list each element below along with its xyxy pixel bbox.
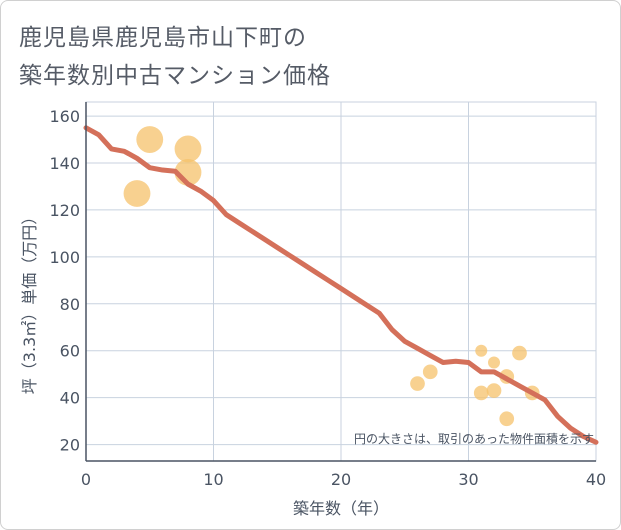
bubble-series — [123, 126, 540, 427]
x-tick-label: 20 — [331, 470, 351, 489]
y-tick-label: 140 — [49, 154, 80, 173]
grid — [85, 101, 597, 462]
data-bubble — [475, 344, 488, 357]
x-tick-label: 0 — [81, 470, 91, 489]
y-tick-label: 60 — [60, 342, 80, 361]
y-tick-label: 40 — [60, 389, 80, 408]
x-tick-label: 40 — [586, 470, 606, 489]
data-bubble — [488, 356, 500, 369]
y-axis-title: 坪（3.3㎡）単価（万円） — [20, 209, 39, 394]
data-bubble — [499, 411, 515, 427]
axis-labels: 20 40 60 80 100 120 140 160 0 10 20 30 40 築年数（年） 坪（3.3… — [20, 107, 606, 518]
data-bubble — [422, 364, 438, 380]
y-tick-label: 160 — [49, 107, 80, 126]
x-tick-label: 10 — [203, 470, 223, 489]
x-axis-title: 築年数（年） — [293, 499, 389, 518]
size-note: 円の大きさは、取引のあった物件面積を示す — [354, 431, 594, 446]
chart-title-line1: 鹿児島県鹿児島市山下町の — [19, 25, 307, 51]
data-bubble — [174, 135, 202, 163]
trend-line — [83, 125, 599, 445]
x-tick-label: 30 — [458, 470, 478, 489]
y-tick-label: 100 — [49, 248, 80, 267]
axes — [85, 102, 596, 462]
data-bubble — [410, 376, 425, 391]
chart-title-line2: 築年数別中古マンション価格 — [19, 63, 331, 89]
data-bubble — [512, 345, 527, 361]
trend-series — [83, 125, 599, 445]
y-tick-label: 80 — [60, 295, 80, 314]
data-bubble — [123, 180, 151, 207]
data-bubble — [473, 385, 489, 401]
data-bubble — [486, 383, 502, 398]
data-bubble — [136, 126, 164, 153]
y-tick-label: 20 — [60, 436, 80, 455]
y-tick-label: 120 — [49, 201, 80, 220]
